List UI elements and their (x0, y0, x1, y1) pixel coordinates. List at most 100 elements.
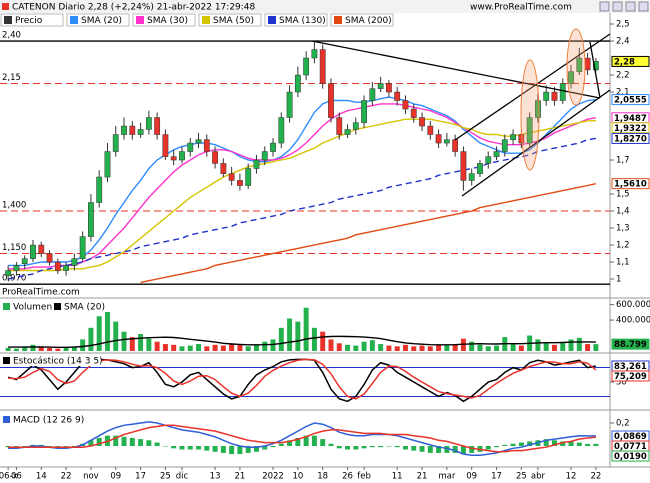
volume-bar (576, 337, 582, 351)
legend-swatch (54, 303, 61, 310)
x-tick-label: feb (357, 472, 371, 482)
toolbar[interactable] (599, 1, 649, 12)
macd-histogram-bar (146, 440, 152, 447)
volume-bar (270, 339, 276, 351)
level-label: 2,15 (2, 73, 21, 83)
candle-body (79, 236, 86, 259)
legend-swatch (136, 16, 144, 24)
value-badge-label: 1,9487 (614, 114, 647, 124)
panel-label-bg (1, 414, 85, 425)
candle-body (30, 244, 36, 259)
x-tick-label: dic (176, 472, 189, 482)
x-tick-label: 26 (342, 472, 353, 482)
x-tick-label: 22 (61, 472, 72, 482)
volume-bar (353, 345, 359, 351)
tool-button[interactable] (599, 1, 610, 12)
legend-swatch (3, 303, 10, 310)
candle-body (228, 173, 235, 181)
macd-histogram-bar (179, 446, 185, 450)
tool-button[interactable] (625, 1, 636, 12)
volume-sma-line (8, 335, 596, 348)
legend-label: SMA (130) (279, 16, 326, 26)
macd-histogram-bar (204, 446, 210, 451)
macd-histogram-bar (585, 443, 591, 447)
volume-bar (551, 344, 557, 351)
candle-body (510, 134, 516, 140)
value-badge-label: 2,28 (614, 57, 635, 67)
volume-bar (303, 307, 309, 351)
legend-swatch (70, 16, 78, 24)
volume-bar (204, 346, 210, 351)
sma-line (7, 137, 597, 280)
volume-bar (485, 346, 491, 351)
candle-body (170, 156, 177, 161)
volume-bar (88, 327, 94, 351)
macd-line (8, 424, 596, 453)
candle-body (294, 74, 301, 93)
candle-body (328, 83, 334, 118)
candle-body (427, 125, 434, 135)
value-badge-label: 1,5610 (614, 180, 647, 190)
tool-button[interactable] (612, 1, 623, 12)
macd-histogram-bar (253, 446, 259, 452)
candle-body (535, 100, 541, 118)
volume-bar (13, 348, 19, 351)
candle-body (96, 176, 103, 203)
candle-body (361, 100, 367, 123)
volume-bar (295, 321, 301, 351)
candle-body (245, 168, 252, 186)
volume-bar (361, 341, 367, 351)
x-tick-label: 21 (235, 472, 246, 482)
candle-body (88, 202, 94, 237)
macd-histogram-bar (452, 446, 458, 453)
macd-histogram-bar (328, 443, 334, 447)
volume-bar (469, 341, 475, 351)
candle-body (551, 91, 558, 101)
x-tick-label: 09 (110, 472, 121, 482)
legend-box (132, 13, 196, 27)
volume-bar (71, 346, 77, 351)
volume-bar (378, 344, 384, 351)
value-badge (611, 94, 650, 106)
x-tick-label: 25 (516, 472, 527, 482)
trend-line (589, 41, 601, 99)
candle-body (311, 49, 318, 59)
macd-histogram-bar (494, 446, 500, 448)
legend-swatch (334, 16, 342, 24)
macd-histogram-bar (386, 446, 392, 447)
volume-bar (386, 345, 392, 351)
volume-bar (245, 346, 251, 351)
tool-button[interactable] (638, 1, 649, 12)
volume-bar (336, 343, 342, 351)
volume-bar (162, 344, 168, 351)
value-badge-label: 0,0869 (614, 432, 647, 442)
panel-title: MACD (12 26 9) (13, 416, 84, 426)
volume-bar (394, 346, 400, 351)
sma-line (8, 103, 597, 270)
macd-histogram-bar (419, 446, 425, 452)
volume-bar (320, 331, 326, 351)
candle-body (129, 125, 136, 135)
candle-body (5, 270, 12, 276)
legend-swatch (4, 16, 12, 24)
oscillator-line (8, 358, 597, 400)
y-tick-label: 2,4 (616, 37, 630, 47)
volume-bar (287, 318, 293, 351)
volume-bar (30, 344, 36, 351)
y-tick-label: 1,7 (616, 156, 630, 166)
macd-histogram-bar (121, 436, 127, 447)
volume-bar (494, 345, 500, 351)
volume-bar (518, 345, 524, 351)
macd-histogram-bar (113, 435, 119, 447)
x-tick-label: nov (83, 472, 99, 482)
macd-histogram-bar (295, 437, 301, 447)
volume-bar (229, 343, 235, 351)
level-label: 1,150 (2, 243, 26, 253)
volume-bar (212, 344, 218, 351)
macd-histogram-bar (129, 437, 135, 447)
y-tick-label: 1,3 (616, 224, 630, 234)
macd-histogram-bar (485, 446, 491, 450)
candle-body (319, 49, 326, 84)
macd-histogram-bar (229, 446, 235, 455)
